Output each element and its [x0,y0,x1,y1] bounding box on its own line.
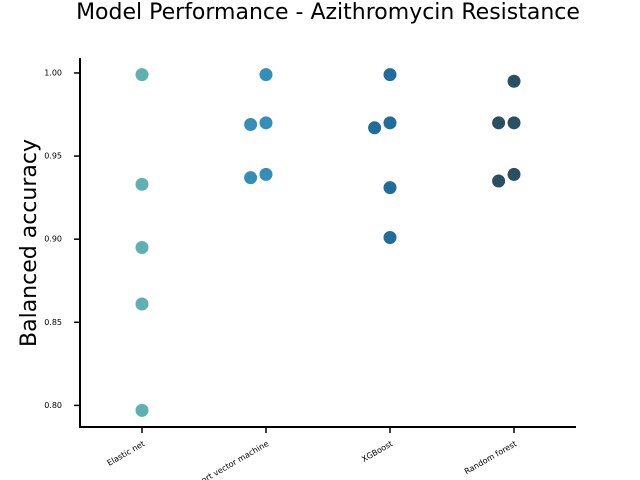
point [368,121,382,135]
point [383,181,397,195]
point [135,297,149,311]
x-tick-label: Support vector machine [182,439,270,480]
point [492,116,506,130]
point [259,167,273,181]
point [135,240,149,254]
y-tick-label: 0.85 [44,318,62,327]
point [383,231,397,245]
point [259,68,273,82]
y-tick-label: 0.95 [44,152,62,161]
point [492,174,506,188]
x-tick-label: Elastic net [106,439,147,468]
point [507,116,521,130]
chart-title: Model Performance - Azithromycin Resista… [76,0,580,25]
x-tick-label: Random forest [463,439,518,476]
point [383,68,397,82]
y-tick-label: 0.80 [44,401,62,410]
point [135,68,149,82]
y-axis-label: Balanced accuracy [17,139,42,347]
x-tick-label: XGBoost [360,439,394,464]
point [244,117,258,131]
point [244,171,258,185]
point [135,177,149,191]
point [383,116,397,130]
point [507,167,521,181]
point [259,116,273,130]
point [135,403,149,417]
y-tick-label: 1.00 [44,68,62,77]
y-tick-label: 0.90 [44,235,62,244]
point [507,74,521,88]
